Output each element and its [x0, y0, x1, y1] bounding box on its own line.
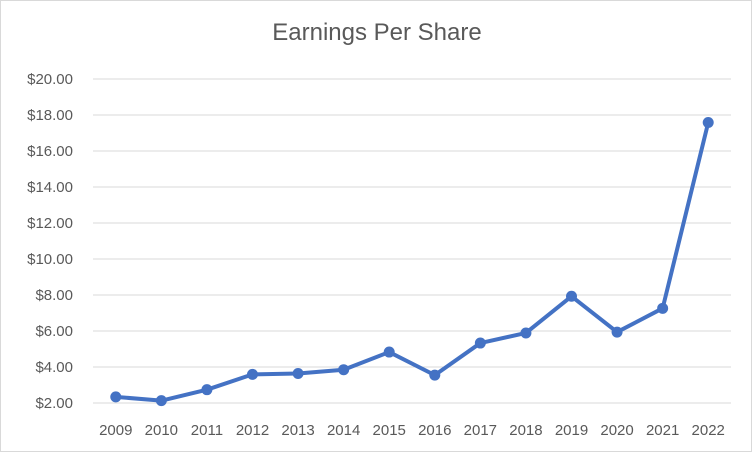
- y-tick-label: $10.00: [27, 251, 73, 268]
- data-point: [201, 384, 213, 396]
- y-tick-label: $8.00: [35, 287, 73, 304]
- series-group: [110, 117, 714, 407]
- chart-title: Earnings Per Share: [272, 19, 482, 46]
- y-tick-label: $18.00: [27, 107, 73, 124]
- x-tick-label: 2010: [145, 422, 178, 439]
- x-tick-label: 2017: [464, 422, 497, 439]
- y-tick-label: $12.00: [27, 215, 73, 232]
- x-tick-label: 2019: [555, 422, 588, 439]
- y-tick-label: $14.00: [27, 179, 73, 196]
- data-point: [338, 364, 350, 376]
- x-tick-label: 2012: [236, 422, 269, 439]
- data-point: [566, 290, 577, 302]
- x-axis-tick-labels: 2009 2010 2011 2012 2013 2014 2015 2016 2017 2018…: [99, 422, 725, 439]
- x-tick-label: 2022: [692, 422, 725, 439]
- data-point: [657, 302, 669, 314]
- x-tick-label: 2014: [327, 422, 360, 439]
- y-tick-label: $16.00: [27, 143, 73, 160]
- gridlines: [93, 78, 731, 404]
- x-tick-label: 2009: [99, 422, 132, 439]
- series-line: [113, 120, 711, 403]
- y-axis-tick-labels: $2.00 $4.00 $6.00 $8.00 $10.00 $12.00 $14.00 $1…: [27, 71, 73, 412]
- x-tick-label: 2015: [373, 422, 406, 439]
- data-point: [474, 337, 486, 349]
- data-point: [429, 369, 441, 381]
- x-tick-label: 2016: [418, 422, 451, 439]
- y-tick-label: $4.00: [35, 359, 73, 376]
- data-point: [110, 391, 122, 403]
- y-tick-label: $2.00: [35, 395, 73, 412]
- data-point: [247, 368, 258, 380]
- x-tick-label: 2020: [600, 422, 633, 439]
- y-tick-label: $6.00: [35, 323, 73, 340]
- data-point: [702, 117, 714, 129]
- x-tick-label: 2018: [509, 422, 542, 439]
- x-tick-label: 2011: [191, 422, 223, 439]
- data-point: [292, 367, 304, 379]
- x-tick-label: 2021: [646, 422, 679, 439]
- data-point: [611, 326, 623, 338]
- data-point: [155, 395, 167, 407]
- data-point: [520, 327, 532, 339]
- y-tick-label: $20.00: [27, 71, 73, 88]
- x-tick-label: 2013: [281, 422, 314, 439]
- data-point: [383, 346, 395, 358]
